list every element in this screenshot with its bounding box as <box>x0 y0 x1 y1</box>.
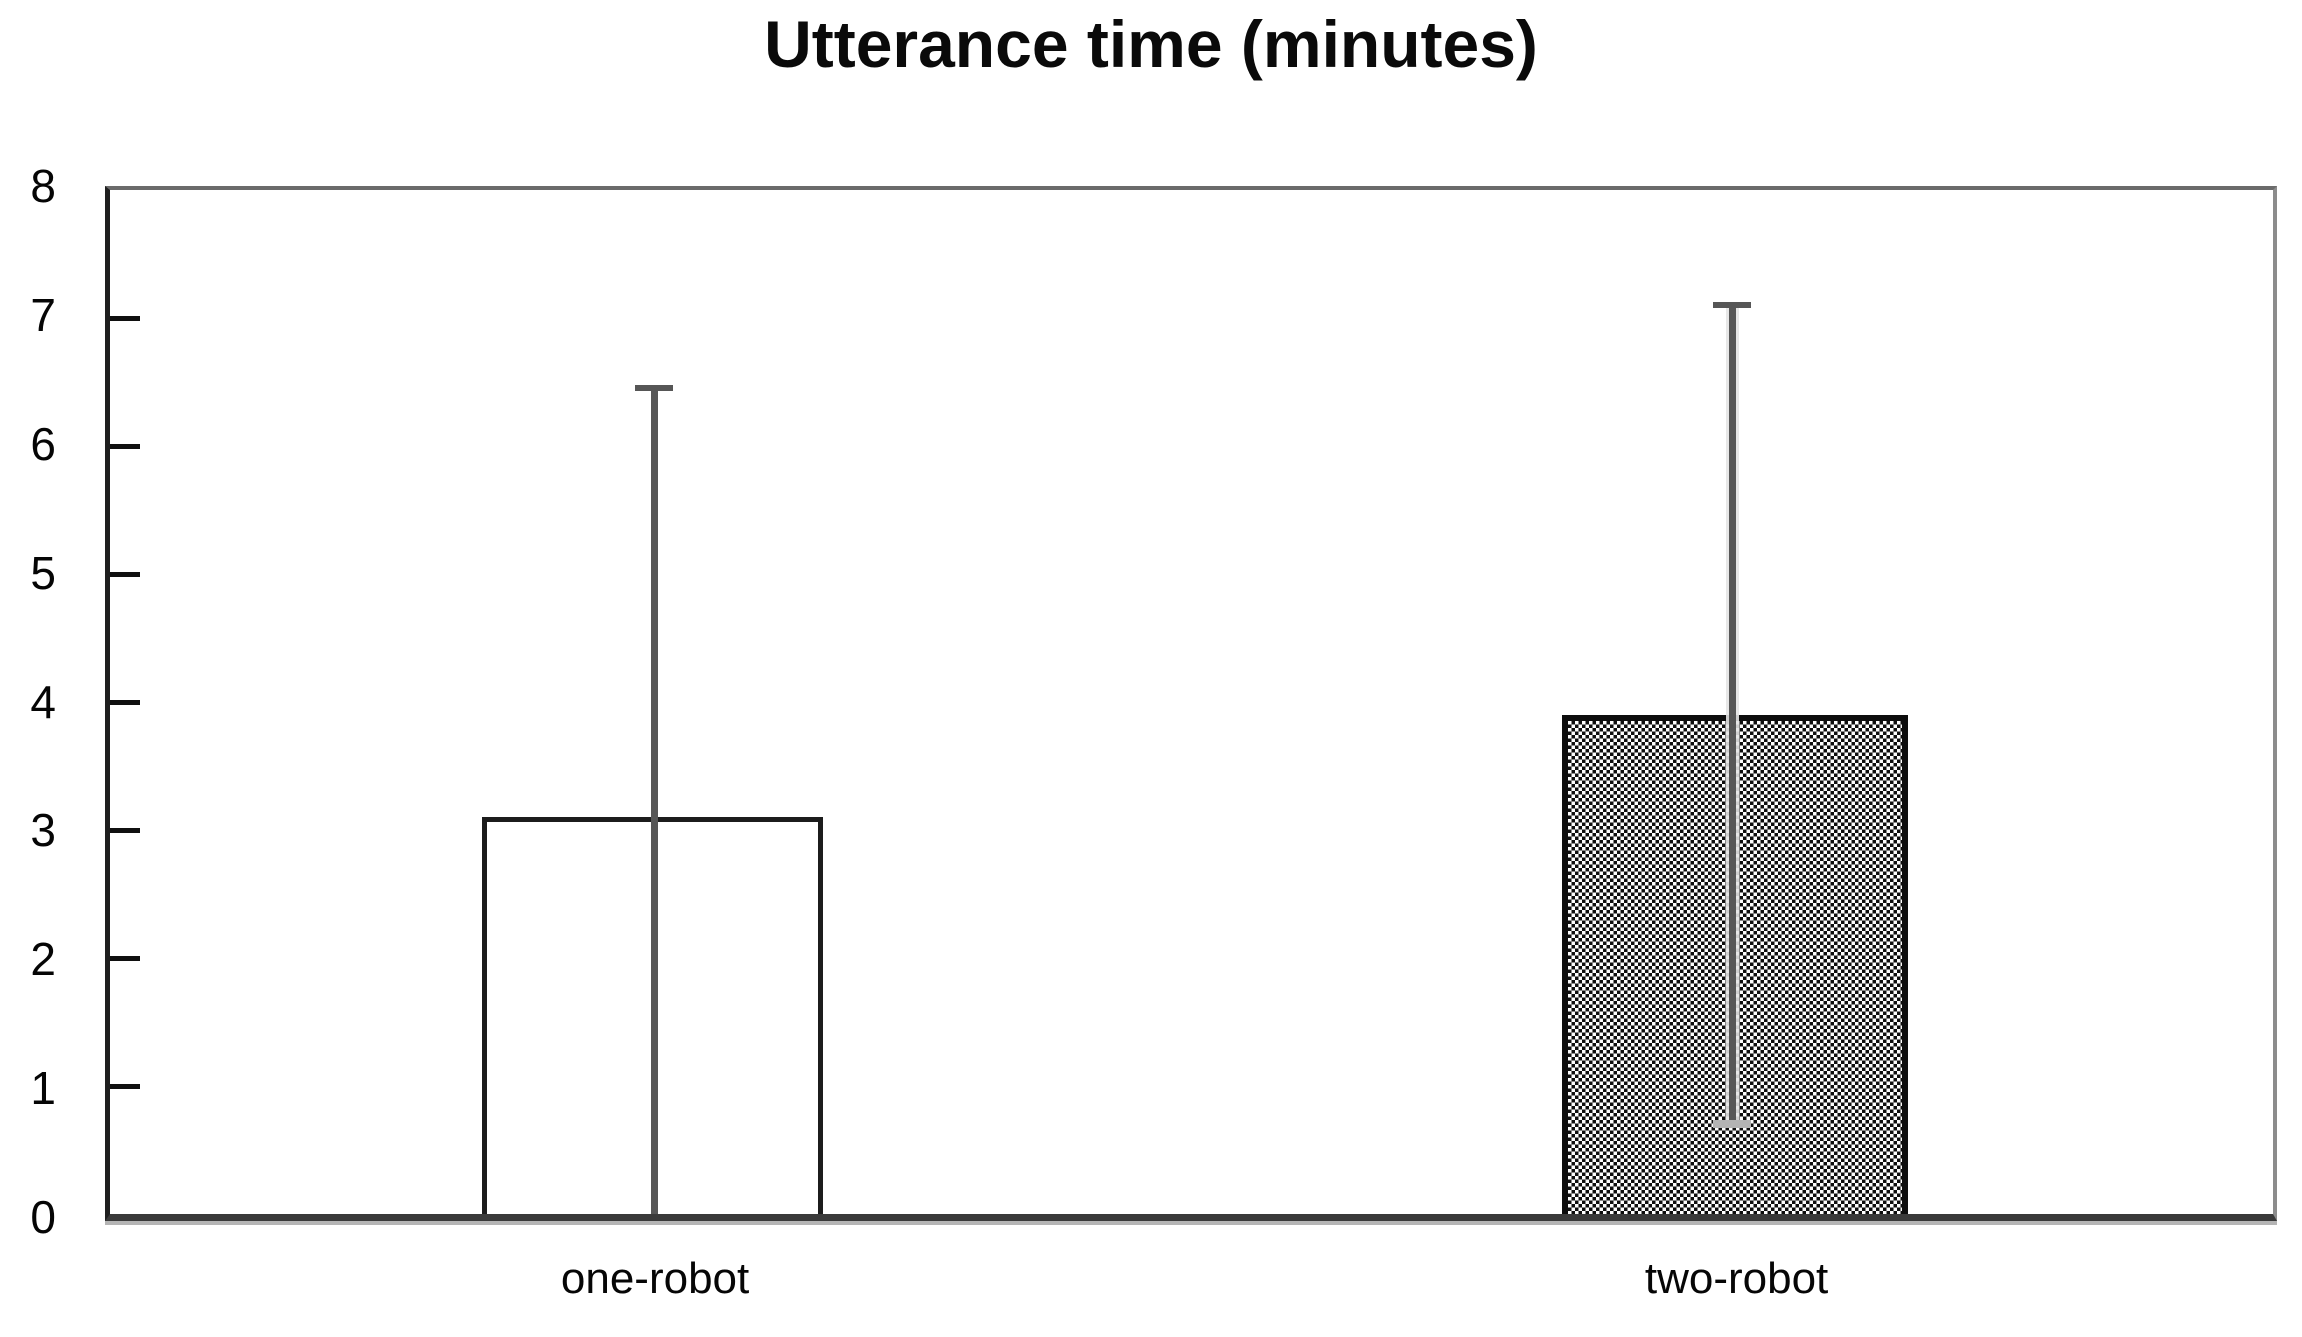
x-axis-category-labels: one-robot two-robot <box>110 1253 2273 1313</box>
y-axis-tick <box>110 572 140 577</box>
y-tick-label-6: 6 <box>30 417 56 470</box>
y-axis-tick <box>110 444 140 449</box>
chart-title: Utterance time (minutes) <box>764 7 1538 81</box>
y-tick-label-0: 0 <box>30 1191 56 1243</box>
y-tick-label-7: 7 <box>30 288 56 341</box>
y-axis-tick <box>110 1084 140 1089</box>
y-tick-label-3: 3 <box>30 804 56 857</box>
error-bar-line <box>1729 305 1737 1125</box>
error-bar-line <box>650 388 658 1214</box>
x-label-one-robot: one-robot <box>560 1254 750 1303</box>
x-label-two-robot: two-robot <box>1644 1254 1829 1303</box>
plot-area <box>105 186 2277 1221</box>
y-tick-label-5: 5 <box>30 546 56 599</box>
y-axis-tick-labels: 8 7 6 5 4 3 2 1 0 <box>0 160 100 1243</box>
y-tick-label-1: 1 <box>30 1062 56 1115</box>
y-tick-label-2: 2 <box>30 933 56 986</box>
y-tick-label-4: 4 <box>30 675 56 728</box>
y-axis-tick <box>110 700 140 705</box>
y-axis-tick <box>110 828 140 833</box>
y-tick-label-8: 8 <box>30 160 56 212</box>
error-bar-cap-top <box>1713 302 1752 309</box>
error-bar-cap-top <box>634 385 673 392</box>
y-axis-tick <box>110 956 140 961</box>
error-bar-cap-bottom <box>1713 1120 1752 1129</box>
y-axis-tick <box>110 316 140 321</box>
